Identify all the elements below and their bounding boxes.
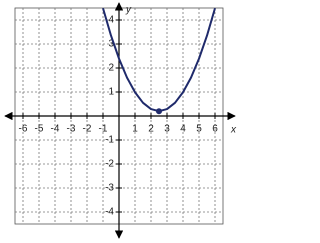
x-tick-label: 4 [180,124,186,135]
y-tick-label: 2 [108,63,114,74]
x-tick-label: -5 [35,124,44,135]
y-axis-label: y [125,5,132,16]
x-axis-label: x [230,125,237,136]
x-tick-label: -1 [99,124,108,135]
x-tick-label: 5 [196,124,202,135]
y-tick-label: 4 [108,15,114,26]
x-tick-label: -2 [83,124,92,135]
x-tick-label: -6 [19,124,28,135]
y-tick-label: -2 [105,159,114,170]
x-tick-label: -4 [51,124,60,135]
x-tick-label: 6 [212,124,218,135]
x-tick-label: 3 [164,124,170,135]
curve [102,8,216,113]
y-tick-label: -3 [105,183,114,194]
vertex-point [156,108,162,115]
y-tick-label: 3 [108,39,114,50]
y-tick-label: 1 [108,87,114,98]
x-tick-label: -3 [67,124,76,135]
x-tick-label: 2 [148,124,154,135]
y-tick-label: -4 [105,207,114,218]
x-tick-label: 1 [132,124,138,135]
y-tick-label: -1 [105,135,114,146]
